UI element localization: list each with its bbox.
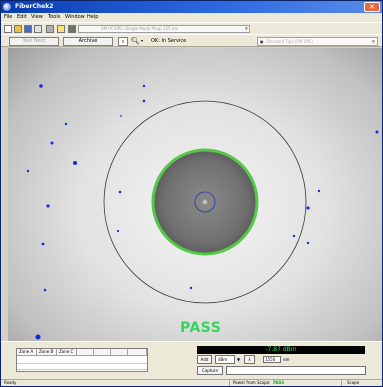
chevron-down-icon[interactable]: ▾ <box>141 38 144 43</box>
unit-select[interactable]: dBm <box>215 355 235 364</box>
pass-result-label: PASS <box>180 320 222 336</box>
defect <box>116 229 120 233</box>
defect <box>142 99 146 103</box>
zones-table: Zone A Zone B Zone C <box>16 348 148 372</box>
add-button[interactable]: Add <box>197 355 212 364</box>
print-icon[interactable] <box>46 25 54 33</box>
close-button[interactable]: ✕ <box>364 2 380 12</box>
status-bar: Ready Power from Scope: PASS Scope <box>1 379 382 386</box>
defects <box>26 84 379 340</box>
copy-icon[interactable] <box>34 25 42 33</box>
zone-b-header: Zone B <box>37 349 57 356</box>
profile-select-value: SM PC/UPC (Single Mode Plug) 125 um <box>101 26 179 31</box>
defect <box>317 189 321 193</box>
defect <box>39 84 43 88</box>
main-toolbar: SM PC/UPC (Single Mode Plug) 125 um ▼ <box>1 22 382 34</box>
defect <box>64 122 68 126</box>
menu-window[interactable]: Window <box>65 14 85 20</box>
title-bar[interactable]: FiberChek2 ✕ <box>1 1 382 13</box>
arrow-icon[interactable] <box>68 25 76 33</box>
test-toolbar: Test Next Archive ⇕ 🔍︎ ▾ OK: In Service … <box>1 34 382 47</box>
spin-control[interactable]: ⇕ <box>118 37 128 46</box>
core-zone-ring <box>194 191 216 213</box>
status-scope: Scope <box>347 380 360 385</box>
status-ready: Ready <box>4 380 17 385</box>
menu-help[interactable]: Help <box>87 14 99 20</box>
unit-select-value: dBm <box>218 357 228 362</box>
app-icon <box>3 3 11 11</box>
status-power-value: PASS <box>273 380 285 385</box>
capture-button[interactable]: Capture <box>197 366 223 375</box>
bullet-icon: ● <box>260 39 264 44</box>
window-title: FiberChek2 <box>15 3 54 10</box>
help-icon[interactable] <box>57 25 65 33</box>
zone-header <box>128 349 147 356</box>
defect <box>35 334 41 340</box>
zone-header <box>77 349 94 356</box>
defect <box>46 204 50 208</box>
defect <box>375 130 379 134</box>
archive-button[interactable]: Archive <box>63 37 113 46</box>
fiber-end-face <box>26 84 379 340</box>
defect <box>26 169 30 173</box>
status-power-label: Power from Scope: <box>233 380 271 385</box>
defect <box>306 241 310 245</box>
save-icon[interactable] <box>24 25 32 33</box>
defect <box>41 242 45 246</box>
magnifier-icon[interactable]: 🔍︎ <box>131 37 140 45</box>
chevron-down-icon: ▼ <box>244 26 248 31</box>
fiber-core <box>201 198 209 206</box>
status-text: OK: In Service <box>151 38 187 44</box>
table-row <box>17 363 147 364</box>
status-separator <box>229 380 230 386</box>
chevron-down-icon: ▼ <box>371 39 375 44</box>
profile-select[interactable]: SM PC/UPC (Single Mode Plug) 125 um ▼ <box>78 25 250 33</box>
chevron-down-icon[interactable]: ▼ <box>237 357 241 362</box>
new-icon[interactable] <box>4 25 12 33</box>
zone-c-header: Zone C <box>57 349 77 356</box>
defect <box>306 206 310 210</box>
wavelength-unit: nm <box>283 357 290 362</box>
defect <box>292 234 296 238</box>
open-icon[interactable] <box>14 25 22 33</box>
contact-zone-ring <box>103 100 307 304</box>
defect <box>142 84 146 88</box>
menu-file[interactable]: File <box>4 14 13 20</box>
wavelength-button[interactable]: λ <box>244 355 255 364</box>
defect <box>73 161 77 165</box>
defect <box>118 190 122 194</box>
menu-edit[interactable]: Edit <box>17 14 27 20</box>
status-separator <box>341 380 342 386</box>
defect <box>43 288 47 292</box>
defect <box>189 286 193 290</box>
menu-view[interactable]: View <box>31 14 43 20</box>
zone-a-header: Zone A <box>17 349 37 356</box>
standard-select[interactable]: ● Standard Tips (SM UPC) ▼ <box>257 37 378 46</box>
menu-tools[interactable]: Tools <box>48 14 61 20</box>
zone-header <box>94 349 111 356</box>
power-reading: -7.87 dBm <box>197 346 365 354</box>
capture-field[interactable] <box>226 366 366 375</box>
menu-bar: File Edit View Tools Window Help <box>1 13 382 22</box>
defect <box>50 141 54 145</box>
fiber-image-viewer[interactable]: PASS <box>8 48 382 341</box>
bottom-panel: Zone A Zone B Zone C -7.87 dBm Add dBm ▼… <box>1 341 382 379</box>
table-row <box>17 369 147 370</box>
standard-select-value: Standard Tips (SM UPC) <box>266 39 314 44</box>
defect <box>120 115 122 117</box>
zone-header <box>111 349 128 356</box>
wavelength-field[interactable]: 1550 <box>263 356 281 363</box>
test-next-button[interactable]: Test Next <box>9 37 59 46</box>
